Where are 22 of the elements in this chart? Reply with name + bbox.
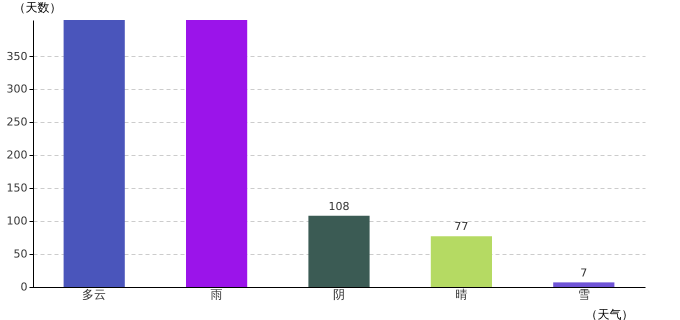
- x-tick-label: 雨: [210, 288, 223, 302]
- bar: [64, 20, 125, 287]
- y-tick-label: 150: [6, 182, 28, 195]
- x-tick-label: 多云: [82, 288, 106, 302]
- x-tick-label: 晴: [455, 288, 468, 302]
- x-tick-label: 雪: [578, 288, 590, 302]
- y-axis-title: （天数）: [14, 0, 62, 14]
- bar: [430, 236, 492, 287]
- bar: [308, 216, 370, 287]
- y-tick-label: 300: [6, 82, 28, 96]
- y-tick-label: 0: [20, 280, 28, 294]
- bar: [186, 20, 248, 287]
- y-tick-label: 200: [6, 148, 28, 162]
- y-tick-label: 50: [14, 248, 28, 261]
- data-label: 77: [454, 220, 468, 234]
- data-label: 108: [328, 200, 350, 213]
- y-tick-label: 350: [6, 50, 28, 63]
- x-tick-label: 阴: [333, 288, 345, 302]
- y-tick-label: 250: [6, 116, 28, 129]
- y-tick-label: 100: [6, 214, 28, 228]
- data-label: 7: [580, 266, 588, 280]
- bar: [553, 282, 614, 287]
